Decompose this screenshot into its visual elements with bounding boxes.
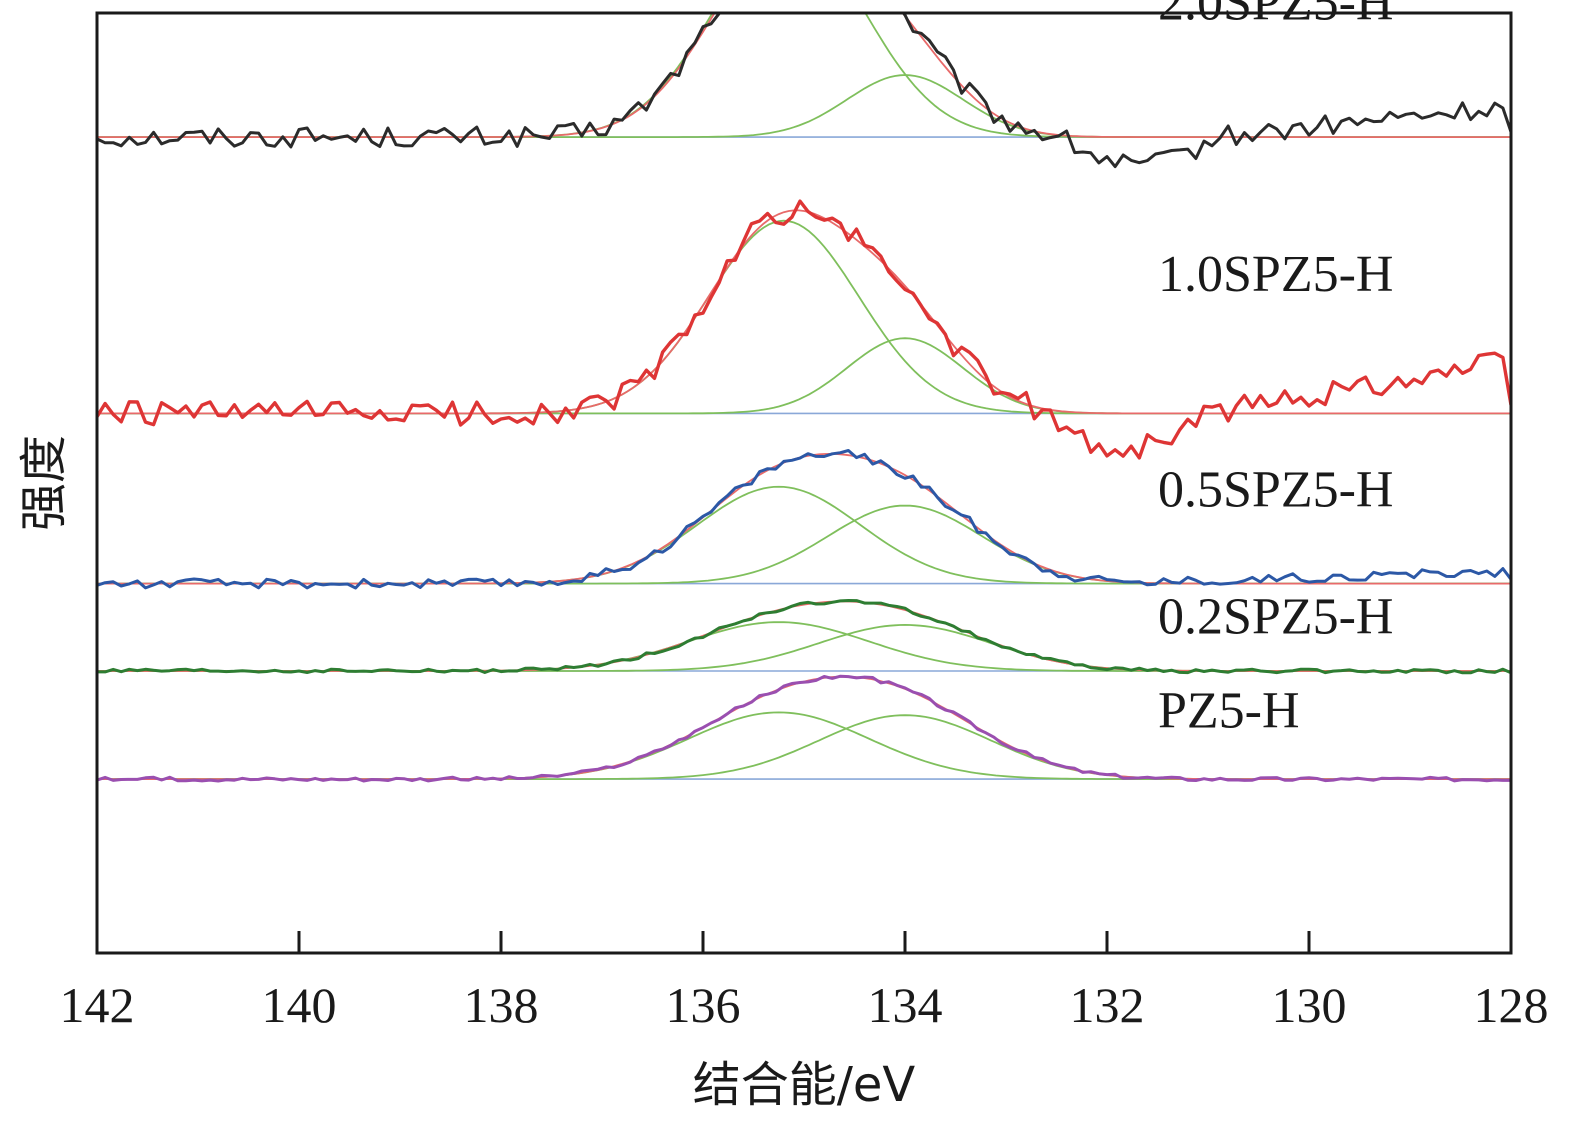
series-1.0SPZ5-H [97,199,1511,460]
x-axis-title: 结合能/eV [693,1057,916,1113]
series-label: 0.2SPZ5-H [1158,588,1393,645]
measured-spectrum [97,13,1511,169]
x-tick-label: 140 [262,977,337,1033]
series-2.0SPZ5-H [97,13,1511,169]
measured-spectrum [97,449,1511,590]
x-tick-label: 128 [1474,977,1549,1033]
x-tick-label: 134 [868,977,943,1033]
plot-frame [95,11,1513,955]
x-tick-label: 132 [1070,977,1145,1033]
sample-labels: 2.0SPZ5-H 1.0SPZ5-H 0.5SPZ5-H 0.2SPZ5-H PZ5-… [1158,0,1393,739]
x-tick-label: 136 [666,977,741,1033]
measured-spectrum [97,599,1511,675]
measured-spectrum [97,199,1511,460]
component-peak [97,74,1511,139]
x-tick-label: 142 [60,977,135,1033]
series-label: 1.0SPZ5-H [1158,246,1393,303]
x-axis-ticks: 142 140 138 136 134 132 130 128 [60,931,1549,1033]
series-PZ5-H [97,674,1511,783]
series-0.2SPZ5-H [97,599,1511,675]
series-label: 0.5SPZ5-H [1158,462,1393,519]
spectra-layer [97,13,1511,783]
series-0.5SPZ5-H [97,449,1511,590]
series-label: PZ5-H [1158,682,1300,739]
fit-envelope [97,209,1511,415]
x-tick-label: 138 [464,977,539,1033]
fit-envelope [97,13,1511,139]
measured-spectrum [97,674,1511,783]
y-axis-title: 强度 [16,435,72,531]
x-tick-label: 130 [1272,977,1347,1033]
series-label: 2.0SPZ5-H [1158,0,1393,32]
